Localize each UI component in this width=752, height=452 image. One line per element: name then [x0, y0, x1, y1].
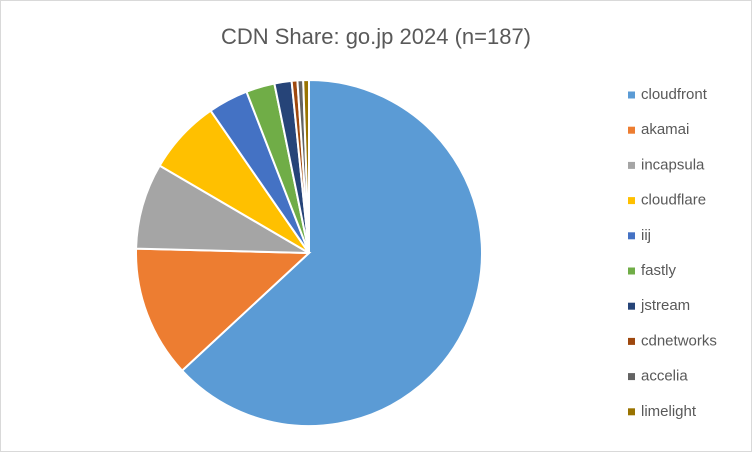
legend-label: cloudfront [641, 86, 708, 103]
legend-swatch [628, 161, 635, 169]
legend-label: akamai [641, 121, 689, 138]
legend-swatch [628, 197, 635, 205]
legend-swatch [628, 91, 635, 99]
legend-label: cloudflare [641, 192, 706, 209]
legend-swatch [628, 373, 635, 381]
legend-swatch [628, 232, 635, 240]
legend-label: cdnetworks [641, 332, 717, 349]
legend-label: iij [641, 227, 651, 244]
pie-slice [302, 78, 310, 254]
legend-label: jstream [640, 297, 690, 314]
legend-swatch [628, 126, 635, 134]
pie-slice [135, 247, 312, 373]
legend-label: limelight [641, 403, 697, 420]
legend-label: incapsula [641, 156, 705, 173]
legend-swatch [628, 302, 635, 310]
legend-label: fastly [641, 262, 677, 279]
legend-swatch [628, 337, 635, 345]
legend-label: accelia [641, 368, 688, 385]
chart-title: CDN Share: go.jp 2024 (n=187) [221, 24, 531, 49]
legend-swatch [628, 408, 635, 416]
legend-swatch [628, 267, 635, 275]
pie-slice [180, 78, 483, 427]
